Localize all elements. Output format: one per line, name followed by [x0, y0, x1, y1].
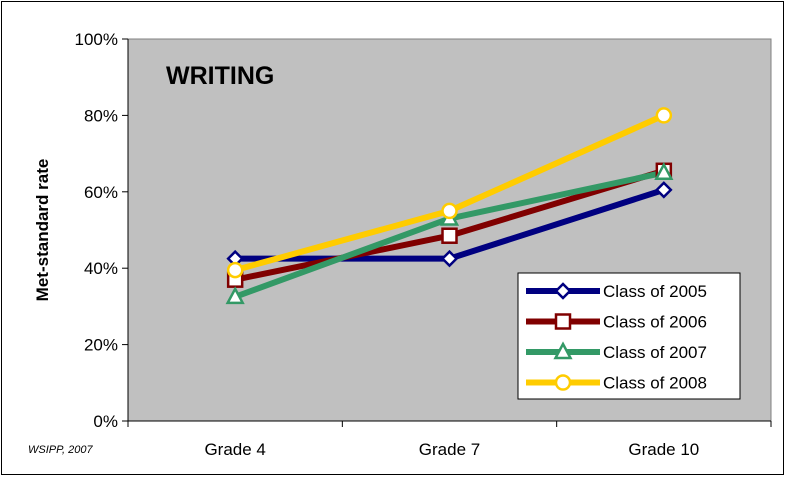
y-axis-title: Met-standard rate [33, 159, 52, 302]
y-tick-label: 0% [93, 412, 118, 431]
y-tick-label: 20% [84, 336, 118, 355]
x-tick-label: Grade 10 [628, 440, 699, 459]
data-point-1 [655, 181, 673, 199]
legend-label: Class of 2005 [603, 282, 707, 301]
y-tick-label: 80% [84, 106, 118, 125]
data-point-4 [226, 261, 244, 279]
y-tick-label: 60% [84, 183, 118, 202]
legend-swatch-marker [554, 374, 572, 391]
source-note: WSIPP, 2007 [28, 444, 93, 456]
data-point-2 [441, 227, 458, 244]
data-point-3 [654, 162, 674, 180]
y-tick-label: 40% [84, 259, 118, 278]
legend-swatch-marker [554, 282, 572, 300]
x-axis-ticks: Grade 4 Grade 7 Grade 10 [127, 421, 772, 459]
legend-label: Class of 2008 [603, 374, 707, 393]
data-point-4 [441, 202, 458, 220]
chart-title: WRITING [166, 62, 274, 90]
legend-swatch-marker [554, 313, 572, 330]
y-tick-label: 100% [75, 30, 118, 49]
series-markers [225, 107, 674, 305]
x-tick-label: Grade 7 [419, 440, 480, 459]
legend-label: Class of 2007 [603, 343, 707, 362]
legend-label: Class of 2006 [603, 313, 707, 332]
data-point-1 [440, 249, 459, 268]
data-point-4 [655, 107, 673, 124]
data-point-3 [225, 286, 245, 305]
x-tick-label: Grade 4 [204, 440, 265, 459]
legend-swatch-marker [553, 341, 573, 360]
y-axis-ticks: 0% 20% 40% 60% 80% 100% [75, 30, 128, 431]
legend: Class of 2005 Class of 2006 Class of 2007 C… [517, 272, 741, 400]
